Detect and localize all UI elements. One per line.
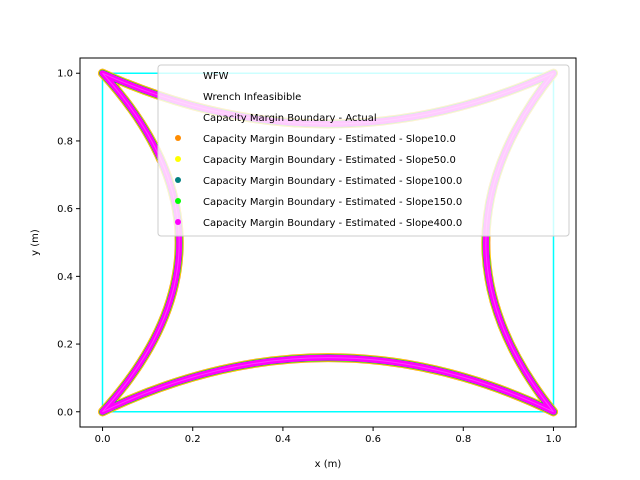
legend-entry-label: Capacity Margin Boundary - Actual xyxy=(203,113,377,124)
x-tick-label: 1.0 xyxy=(546,434,562,445)
legend: WFW Wrench Infeasibible Capacity Margin Bo… xyxy=(157,64,570,237)
legend-entry-label: Capacity Margin Boundary - Estimated - S… xyxy=(203,197,462,208)
legend-marker xyxy=(175,219,181,225)
legend-frame xyxy=(157,64,570,237)
axes-frame xyxy=(79,57,577,428)
y-tick-label: 0.4 xyxy=(57,272,73,283)
y-tick-label: 0.0 xyxy=(57,407,73,418)
x-tick-label: 0.0 xyxy=(95,434,111,445)
x-tick-label: 0.8 xyxy=(455,434,471,445)
legend-marker xyxy=(175,156,181,162)
y-axis-label: y (m) xyxy=(30,229,41,256)
legend-entry-label: Capacity Margin Boundary - Estimated - S… xyxy=(203,134,456,145)
legend-entry-label: Capacity Margin Boundary - Estimated - S… xyxy=(203,155,456,166)
y-tick-label: 1.0 xyxy=(57,69,73,80)
x-tick-label: 0.4 xyxy=(275,434,291,445)
legend-marker xyxy=(175,177,181,183)
legend-marker xyxy=(175,198,181,204)
legend-entry-label: Capacity Margin Boundary - Estimated - S… xyxy=(203,176,462,187)
legend-entry-label: Capacity Margin Boundary - Estimated - S… xyxy=(203,218,462,229)
legend-marker xyxy=(175,135,181,141)
axis-ticks: 0.0 0.2 0.4 0.6 0.8 1.0 0.0 0.2 0.4 0.6 0.8 1.0 xyxy=(57,69,561,445)
x-tick-label: 0.6 xyxy=(365,434,381,445)
y-tick-label: 0.6 xyxy=(57,204,73,215)
legend-entry-label: WFW xyxy=(203,71,229,82)
x-tick-label: 0.2 xyxy=(185,434,201,445)
y-tick-label: 0.2 xyxy=(57,340,73,351)
legend-entry-label: Wrench Infeasibible xyxy=(203,92,301,103)
x-axis-label: x (m) xyxy=(315,459,342,470)
y-tick-label: 0.8 xyxy=(57,136,73,147)
